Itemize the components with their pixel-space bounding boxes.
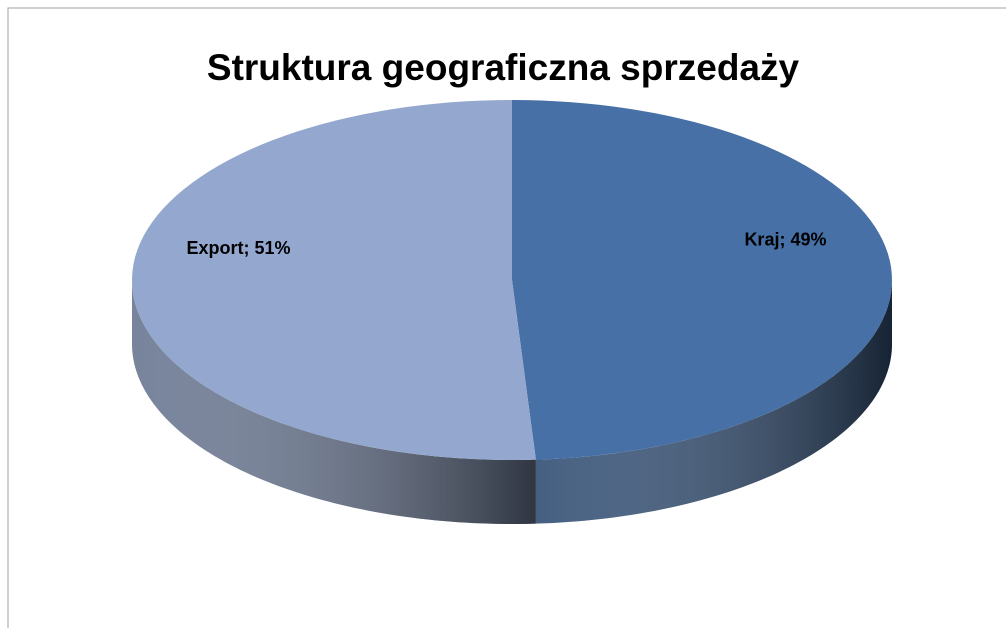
- pie-side-shade: [535, 280, 892, 524]
- pie-side-shade: [132, 280, 536, 524]
- pie: Kraj; 49% Export; 51%: [132, 100, 892, 524]
- data-label: Export; 51%: [187, 238, 291, 258]
- chart-frame: [7, 7, 1006, 633]
- pie-slice: [512, 100, 892, 460]
- pie-slice: [132, 100, 536, 460]
- data-label: Kraj; 49%: [744, 230, 826, 250]
- chart-title: Struktura geograficzna sprzedaży: [207, 47, 800, 88]
